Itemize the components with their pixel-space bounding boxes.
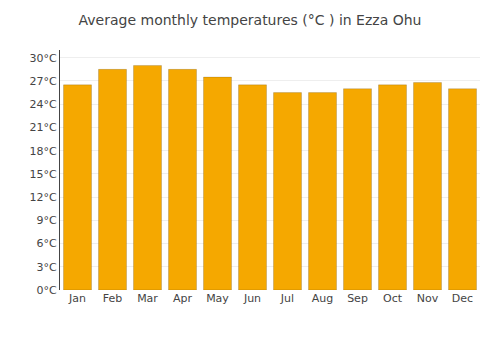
svg-text:3°C: 3°C — [37, 261, 57, 274]
svg-text:24°C: 24°C — [30, 98, 57, 111]
svg-text:9°C: 9°C — [37, 214, 57, 227]
svg-text:6°C: 6°C — [37, 237, 57, 250]
svg-text:12°C: 12°C — [30, 191, 57, 204]
svg-text:Apr: Apr — [173, 292, 193, 305]
svg-text:Jun: Jun — [243, 292, 261, 305]
svg-text:Mar: Mar — [137, 292, 158, 305]
svg-text:Feb: Feb — [103, 292, 122, 305]
svg-text:Nov: Nov — [417, 292, 439, 305]
svg-text:18°C: 18°C — [30, 145, 57, 158]
svg-text:Jul: Jul — [280, 292, 294, 305]
svg-text:21°C: 21°C — [30, 121, 57, 134]
svg-text:May: May — [206, 292, 229, 305]
svg-text:Sep: Sep — [347, 292, 368, 305]
svg-text:Average monthly temperatures (: Average monthly temperatures (°C ) in Ez… — [79, 12, 422, 28]
svg-text:Jan: Jan — [68, 292, 86, 305]
svg-text:30°C: 30°C — [30, 52, 57, 65]
svg-text:Aug: Aug — [312, 292, 333, 305]
svg-text:Dec: Dec — [452, 292, 473, 305]
svg-text:27°C: 27°C — [30, 75, 57, 88]
svg-text:15°C: 15°C — [30, 168, 57, 181]
svg-text:0°C: 0°C — [37, 284, 57, 297]
svg-text:Oct: Oct — [383, 292, 403, 305]
